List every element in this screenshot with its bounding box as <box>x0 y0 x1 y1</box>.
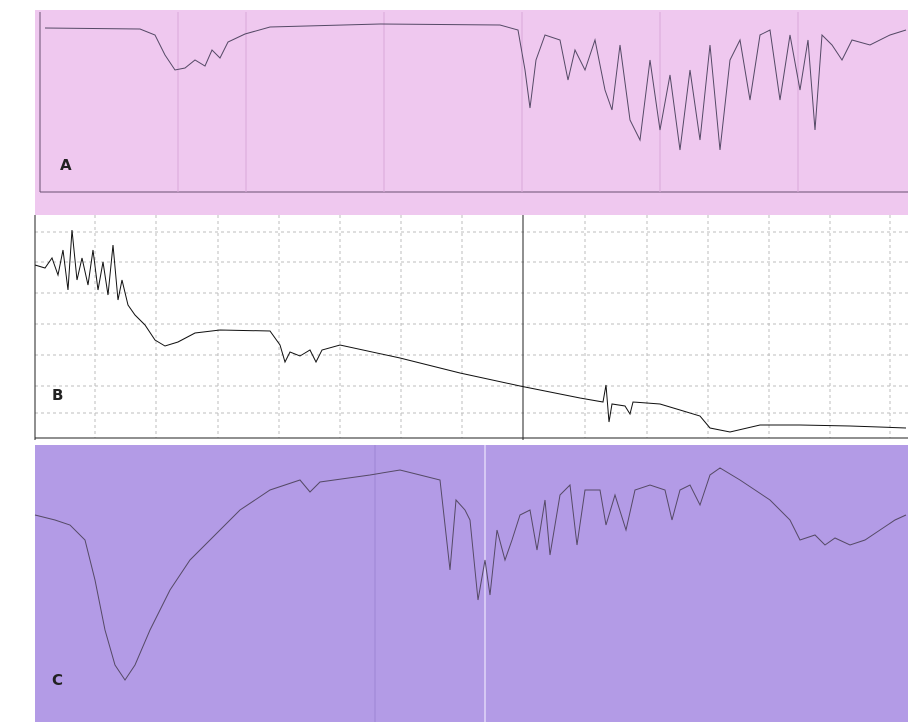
panel-label: B <box>52 386 63 404</box>
panel-background <box>35 10 908 215</box>
panel-label: C <box>52 671 63 689</box>
panel-c: C <box>35 445 908 722</box>
spectra-figure: A B C <box>0 0 908 722</box>
panel-label: A <box>60 156 72 174</box>
page: A B C (() => { const data = JSON.pa <box>0 0 908 722</box>
panel-background <box>35 215 908 440</box>
panel-a: A <box>35 10 908 215</box>
panel-b: B <box>35 215 908 440</box>
panel-background <box>35 445 908 722</box>
